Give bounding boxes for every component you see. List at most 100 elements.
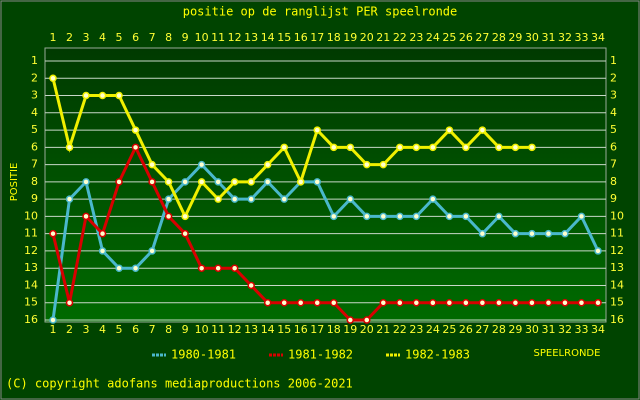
x-tick-label: 4: [99, 323, 106, 336]
x-tick-label-top: 13: [244, 31, 258, 44]
x-tick-label: 20: [360, 323, 374, 336]
point: [363, 316, 371, 324]
x-tick-label-top: 4: [99, 31, 106, 44]
x-axis-label: SPEELRONDE: [534, 348, 601, 359]
point: [495, 298, 503, 307]
x-tick-label-top: 14: [261, 31, 275, 44]
x-tick-label-top: 6: [132, 31, 139, 44]
x-tick-label-top: 21: [376, 31, 390, 44]
point: [247, 195, 255, 203]
x-tick-label-top: 18: [327, 31, 341, 44]
x-tick-label-top: 33: [574, 31, 588, 44]
point: [330, 298, 338, 307]
y-tick-label-right: 6: [610, 140, 617, 153]
point: [363, 160, 371, 169]
footer: (C) copyright adofans mediaproductions 2…: [6, 377, 353, 391]
x-tick-label-top: 10: [195, 31, 209, 44]
x-tick-label: 24: [426, 323, 440, 336]
x-tick-label: 27: [475, 323, 489, 336]
point: [131, 126, 140, 134]
point: [164, 195, 173, 203]
x-tick-label: 29: [508, 323, 522, 336]
point: [197, 160, 206, 169]
point: [429, 143, 437, 152]
x-tick-label: 3: [83, 323, 90, 336]
point: [280, 143, 288, 152]
y-tick-label: 11: [24, 227, 38, 240]
point: [445, 212, 454, 221]
x-tick-label-top: 20: [360, 31, 374, 44]
x-tick-label: 2: [66, 323, 73, 336]
legend-label: 1980-1981: [171, 348, 236, 362]
y-tick-label: 5: [31, 123, 38, 136]
point: [181, 178, 189, 186]
point: [594, 298, 602, 307]
point: [148, 160, 156, 169]
x-tick-label: 25: [442, 323, 456, 336]
x-tick-label: 1: [50, 323, 57, 336]
point: [131, 264, 140, 272]
x-tick-label: 26: [459, 323, 473, 336]
x-tick-label-top: 29: [508, 31, 522, 44]
point: [98, 91, 107, 100]
y-tick-label-right: 5: [610, 123, 617, 136]
x-tick-label-top: 31: [541, 31, 555, 44]
y-tick-label: 8: [31, 175, 38, 188]
point: [412, 212, 421, 221]
y-tick-label: 4: [31, 106, 38, 119]
point: [214, 264, 222, 272]
x-tick-label-top: 8: [165, 31, 172, 44]
x-tick-label: 18: [327, 323, 341, 336]
x-tick-label: 8: [165, 323, 172, 336]
x-tick-label: 5: [116, 323, 123, 336]
point: [346, 195, 355, 203]
point: [577, 212, 586, 221]
point: [313, 298, 321, 307]
point: [230, 264, 239, 272]
point: [197, 178, 206, 186]
point: [164, 212, 173, 221]
x-tick-label: 7: [149, 323, 156, 336]
point: [65, 195, 74, 203]
point: [330, 143, 338, 152]
x-tick-label-top: 5: [116, 31, 123, 44]
point: [528, 143, 536, 152]
point: [280, 298, 288, 307]
point: [65, 143, 74, 152]
x-tick-label: 32: [558, 323, 572, 336]
point: [65, 298, 74, 307]
y-tick-label: 13: [24, 261, 38, 274]
point: [148, 178, 156, 186]
point: [164, 178, 173, 186]
series-line: [51, 143, 598, 322]
point: [396, 298, 404, 307]
point: [528, 229, 536, 238]
point: [379, 160, 388, 169]
point: [330, 212, 338, 221]
point: [98, 247, 107, 255]
point: [495, 143, 503, 152]
y-tick-label: 12: [24, 244, 38, 257]
y-tick-label: 14: [24, 278, 38, 291]
point: [280, 195, 288, 203]
point: [478, 298, 487, 307]
x-tick-label-top: 1: [50, 31, 57, 44]
y-tick-label-right: 9: [610, 192, 617, 205]
y-tick-label: 9: [31, 192, 38, 205]
series-line: [51, 77, 532, 220]
point: [230, 195, 239, 203]
x-tick-label: 19: [343, 323, 357, 336]
point: [82, 91, 90, 100]
x-tick-label: 21: [376, 323, 390, 336]
point: [313, 126, 321, 134]
x-tick-label: 13: [244, 323, 258, 336]
point: [462, 143, 470, 152]
point: [263, 298, 272, 307]
point: [445, 298, 454, 307]
x-tick-label-top: 2: [66, 31, 73, 44]
x-tick-label: 33: [574, 323, 588, 336]
x-tick-label: 9: [182, 323, 189, 336]
point: [511, 143, 520, 152]
point: [528, 298, 536, 307]
